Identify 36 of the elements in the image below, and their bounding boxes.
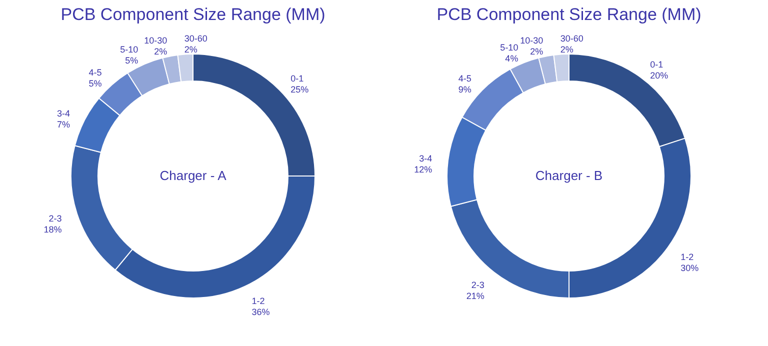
slice-label: 2-3 xyxy=(471,280,484,290)
data-label: 2% xyxy=(184,44,198,54)
data-label: 36% xyxy=(252,306,270,317)
data-label: 2% xyxy=(530,46,544,56)
text: Charger - A xyxy=(160,168,227,183)
data-label: 4% xyxy=(505,54,518,64)
slice-label: 30-60 xyxy=(184,33,208,44)
data-label: 20% xyxy=(650,70,668,80)
data-label: 5% xyxy=(125,55,138,66)
slice-label: 5-10 xyxy=(120,44,138,54)
slice-label: 30-60 xyxy=(560,33,584,44)
slice-label: 3-4 xyxy=(419,154,432,164)
data-label: 2% xyxy=(154,46,168,56)
slice-label: 5-10 xyxy=(500,42,518,53)
data-label: 25% xyxy=(290,84,309,94)
text: Charger - B xyxy=(535,168,603,183)
data-label: 5% xyxy=(88,78,102,88)
slice-label: 3-4 xyxy=(57,108,70,118)
data-label: 12% xyxy=(414,164,432,175)
slice-label: 0-1 xyxy=(290,73,304,84)
chart-title: PCB Component Size Range (MM) xyxy=(60,5,326,24)
slice-label: 4-5 xyxy=(458,73,472,84)
slice-label: 10-30 xyxy=(144,35,168,46)
data-label: 30% xyxy=(680,263,699,274)
slice-label: 2-3 xyxy=(48,214,62,224)
slice-label: 10-30 xyxy=(520,35,544,46)
slice-label: 1-2 xyxy=(680,252,694,262)
slice-label: 1-2 xyxy=(252,296,265,306)
data-label: 18% xyxy=(44,224,62,235)
data-label: 9% xyxy=(458,84,472,94)
data-label: 7% xyxy=(57,119,70,130)
data-label: 21% xyxy=(466,291,484,302)
data-label: 2% xyxy=(560,44,574,54)
chart-title: PCB Component Size Range (MM) xyxy=(436,5,702,24)
slice-label: 0-1 xyxy=(650,59,664,70)
slice-label: 4-5 xyxy=(88,67,102,78)
